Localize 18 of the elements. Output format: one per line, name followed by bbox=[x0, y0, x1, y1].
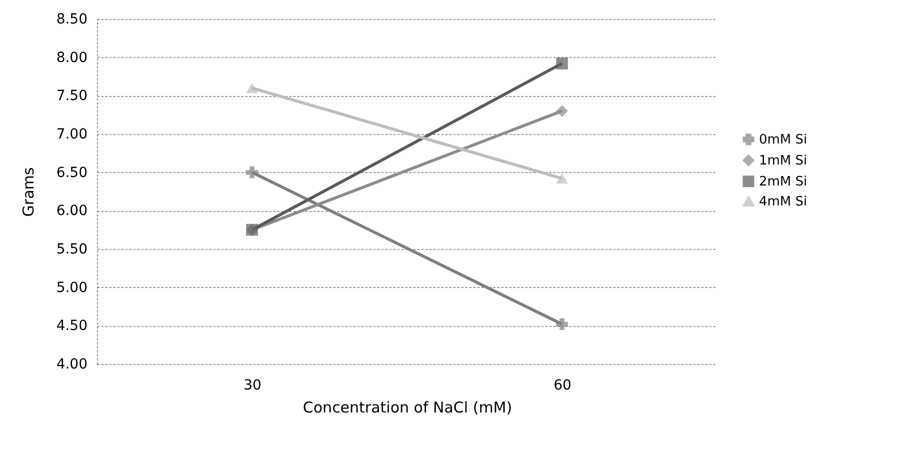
legend-label: 1mM Si bbox=[759, 153, 808, 168]
y-tick-label: 5.50 bbox=[56, 242, 88, 258]
y-tick-label: 6.00 bbox=[56, 203, 88, 220]
legend-label: 0mM Si bbox=[759, 132, 808, 148]
y-tick-label: 7.00 bbox=[56, 126, 88, 142]
legend-label: 2mM Si bbox=[759, 174, 808, 190]
y-axis-title: Grams bbox=[19, 167, 38, 217]
y-tick-label: 5.00 bbox=[56, 280, 88, 296]
x-tick-label: 60 bbox=[554, 378, 572, 394]
y-tick-label: 6.50 bbox=[56, 164, 88, 181]
x-axis-title: Concentration of NaCl (mM) bbox=[302, 398, 512, 416]
y-tick-label: 8.50 bbox=[56, 12, 88, 28]
legend-label: 4mM Si bbox=[759, 194, 808, 210]
y-tick-label: 8.00 bbox=[56, 50, 88, 66]
x-tick-label: 30 bbox=[244, 378, 262, 394]
y-tick-label: 4.00 bbox=[56, 356, 88, 372]
y-tick-label: 4.50 bbox=[56, 318, 88, 334]
y-tick-label: 7.50 bbox=[56, 88, 88, 104]
